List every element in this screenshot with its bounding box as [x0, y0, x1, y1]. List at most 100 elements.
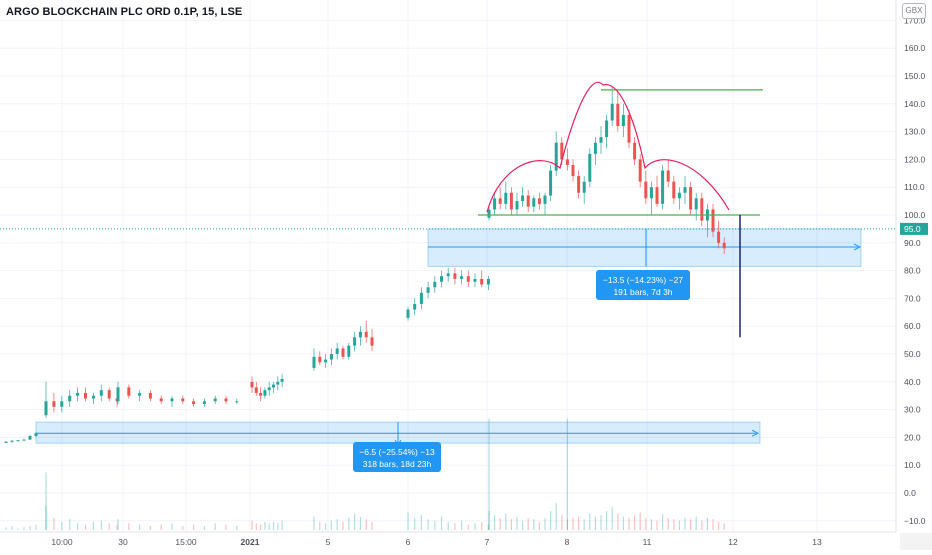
candle-body	[138, 392, 142, 396]
candle-body	[148, 392, 152, 399]
volume-bar	[467, 524, 469, 530]
time-tick-label: 13	[812, 537, 822, 547]
volume-bar	[260, 524, 262, 530]
volume-bar	[589, 513, 591, 530]
candle-body	[127, 387, 131, 396]
volume-bar	[544, 517, 546, 530]
lower-measure-subtext: 318 bars, 18d 23h	[363, 459, 432, 469]
volume-bar	[139, 524, 141, 530]
volume-bar	[330, 520, 332, 530]
volume-bar	[606, 511, 608, 530]
volume-bar	[617, 513, 619, 530]
candle-body	[22, 439, 26, 441]
price-tick-label: 100.0	[904, 210, 926, 220]
candle-body	[633, 142, 637, 160]
volume-bar	[214, 523, 216, 530]
volume-bar	[673, 519, 675, 530]
volume-bar	[474, 523, 476, 530]
time-tick-label: 15:00	[175, 537, 197, 547]
volume-bar	[628, 517, 630, 530]
candle-body	[276, 381, 280, 385]
volume-bar	[17, 528, 19, 530]
time-tick-label: 30	[118, 537, 128, 547]
currency-badge[interactable]: GBX	[902, 3, 926, 19]
volume-bar	[634, 515, 636, 530]
candle-body	[370, 337, 374, 346]
volume-bar	[281, 520, 283, 530]
symbol-title: ARGO BLOCKCHAIN PLC ORD 0.1P, 15, LSE	[6, 6, 243, 18]
price-tick-label: 110.0	[904, 182, 925, 192]
price-tick-label: 60.0	[904, 321, 921, 331]
volume-bar	[454, 523, 456, 530]
volume-bar	[268, 523, 270, 530]
candle-body	[666, 170, 670, 182]
volume-bar	[718, 521, 720, 530]
volume-bar	[578, 516, 580, 530]
volume-bar	[667, 517, 669, 530]
candle-body	[480, 278, 484, 285]
volume-bar	[35, 524, 37, 530]
candle-body	[537, 198, 541, 204]
volume-bar	[45, 505, 47, 530]
grid-lines	[0, 0, 896, 532]
price-tick-label: −10.0	[904, 516, 926, 526]
upper-measure-arrow	[853, 243, 862, 251]
volume-bar	[354, 513, 356, 530]
volume-bar	[342, 521, 344, 530]
candle-body	[521, 195, 525, 202]
volume-bar	[108, 523, 110, 530]
volume-bar	[611, 507, 613, 530]
candle-body	[329, 354, 333, 360]
volume-bar	[251, 520, 253, 530]
time-tick-label: 5	[326, 537, 331, 547]
candle-body	[52, 401, 56, 407]
volume-bar	[319, 521, 321, 530]
candle-body	[224, 398, 228, 402]
candle-body	[84, 392, 87, 399]
candle-body	[107, 390, 111, 399]
volume-bar	[499, 517, 501, 530]
candle-body	[487, 209, 491, 218]
candle-body	[259, 392, 263, 396]
volume-bars	[5, 418, 725, 530]
volume-bar	[487, 524, 489, 530]
candle-body	[347, 345, 351, 357]
candle-body	[192, 401, 196, 405]
candle-body	[358, 331, 362, 338]
candle-body	[4, 441, 8, 443]
volume-bar	[182, 525, 184, 530]
time-tick-label: 6	[406, 537, 411, 547]
candle-body	[605, 120, 609, 138]
time-tick-label: 11	[643, 537, 652, 547]
price-tick-label: 20.0	[904, 432, 921, 442]
candle-body	[34, 433, 38, 437]
candle-body	[700, 198, 704, 221]
candle-body	[509, 192, 513, 210]
candle-body	[616, 103, 620, 127]
volume-bar	[440, 516, 443, 530]
candle-body	[116, 387, 120, 402]
candle-body	[99, 390, 103, 396]
candle-body	[638, 159, 642, 182]
volume-bar	[225, 524, 227, 530]
volume-bar	[264, 521, 266, 530]
measure-zones	[35, 228, 862, 446]
volume-bar	[447, 521, 449, 530]
volume-bar	[77, 523, 79, 530]
candle-body	[170, 398, 174, 402]
candle-body	[419, 292, 423, 304]
candle-body	[683, 187, 687, 193]
volume-bar	[117, 519, 119, 530]
volume-bar	[594, 516, 596, 530]
time-tick-label: 7	[485, 537, 490, 547]
candle-body	[413, 303, 417, 310]
volume-bar	[427, 519, 429, 530]
volume-bar	[128, 523, 130, 530]
volume-spike	[45, 472, 47, 530]
time-tick-label: 8	[565, 537, 570, 547]
volume-bar	[645, 517, 647, 530]
volume-bar	[650, 519, 652, 530]
candle-body	[565, 159, 569, 165]
